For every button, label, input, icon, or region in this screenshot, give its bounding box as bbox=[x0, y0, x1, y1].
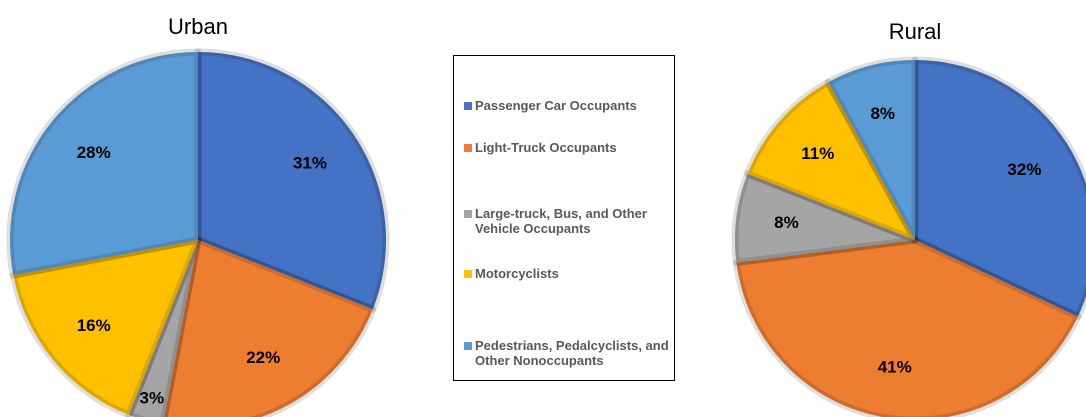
chart-title: Rural bbox=[889, 19, 942, 44]
legend-label: Passenger Car Occupants bbox=[475, 98, 637, 113]
data-label: 8% bbox=[774, 213, 799, 232]
data-label: 41% bbox=[878, 357, 912, 376]
legend: Passenger Car Occupants Light-Truck Occup… bbox=[453, 55, 675, 381]
legend-entry: Pedestrians, Pedalcyclists, and Other No… bbox=[464, 338, 680, 368]
data-label: 31% bbox=[293, 153, 327, 172]
legend-label: Motorcyclists bbox=[475, 266, 559, 281]
legend-entry: Passenger Car Occupants bbox=[464, 98, 680, 113]
pie-slice bbox=[732, 236, 1082, 417]
legend-entry: Light-Truck Occupants bbox=[464, 140, 680, 155]
pie-slice bbox=[9, 236, 202, 417]
pie-slice bbox=[911, 56, 1086, 321]
pie-slice bbox=[731, 170, 919, 267]
legend-entry: Motorcyclists bbox=[464, 266, 680, 281]
legend-swatch bbox=[464, 144, 472, 152]
legend-label: Large-truck, Bus, and Other Vehicle Occu… bbox=[475, 206, 647, 236]
pie-slice bbox=[824, 56, 919, 244]
data-label: 22% bbox=[246, 348, 280, 367]
pie-slice bbox=[6, 48, 202, 279]
data-label: 32% bbox=[1007, 160, 1041, 179]
data-label: 28% bbox=[77, 143, 111, 162]
legend-entry: Large-truck, Bus, and Other Vehicle Occu… bbox=[464, 206, 680, 236]
pie-slice bbox=[744, 78, 919, 244]
data-label: 3% bbox=[140, 388, 165, 407]
pie-slice bbox=[194, 48, 390, 313]
legend-swatch bbox=[464, 102, 472, 110]
pie-slice bbox=[160, 236, 377, 417]
legend-swatch bbox=[464, 270, 472, 278]
data-label: 8% bbox=[870, 104, 895, 123]
pie-slice bbox=[125, 236, 202, 417]
legend-swatch bbox=[464, 342, 472, 350]
chart-title: Urban bbox=[168, 14, 228, 39]
legend-label: Light-Truck Occupants bbox=[475, 140, 617, 155]
legend-label: Pedestrians, Pedalcyclists, and Other No… bbox=[475, 338, 669, 368]
data-label: 11% bbox=[801, 144, 834, 163]
data-label: 16% bbox=[77, 316, 111, 335]
legend-swatch bbox=[464, 210, 472, 218]
